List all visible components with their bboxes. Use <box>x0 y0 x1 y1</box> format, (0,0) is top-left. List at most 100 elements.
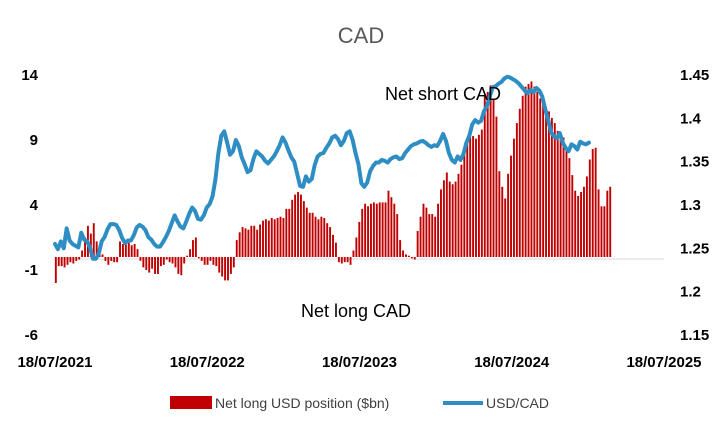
bar <box>186 255 189 257</box>
bar <box>565 146 568 257</box>
bar <box>469 137 472 257</box>
bar <box>352 250 355 257</box>
bar <box>124 242 127 257</box>
bar <box>556 130 559 257</box>
bar <box>133 244 136 257</box>
bar <box>273 219 276 257</box>
bar <box>326 223 329 257</box>
bar <box>568 158 571 257</box>
bar <box>375 203 378 257</box>
bar <box>171 257 174 264</box>
bar <box>60 257 63 267</box>
bar <box>340 257 343 264</box>
right-axis-ticks: 1.45 1.4 1.35 1.3 1.25 1.2 1.15 <box>680 67 709 344</box>
left-tick-label: 9 <box>30 132 38 149</box>
bar <box>498 171 501 257</box>
right-tick-label: 1.3 <box>680 197 701 214</box>
left-tick-label: -6 <box>25 327 38 344</box>
bar <box>387 190 390 257</box>
bar <box>54 257 57 283</box>
bar <box>69 257 72 263</box>
bar <box>437 203 440 257</box>
usdcad-line <box>53 74 591 261</box>
right-tick-label: 1.4 <box>680 110 702 127</box>
bar <box>434 216 437 257</box>
bar <box>355 237 358 257</box>
bar <box>72 257 75 264</box>
bar <box>241 227 244 257</box>
bar <box>256 229 259 257</box>
bar <box>533 86 536 257</box>
bar <box>104 257 107 261</box>
bar <box>489 85 492 258</box>
bar <box>495 116 498 257</box>
x-tick-label: 18/07/2023 <box>322 354 397 371</box>
bar <box>553 123 556 257</box>
bar <box>548 111 550 258</box>
bar <box>550 117 553 258</box>
bar <box>486 91 489 258</box>
bar <box>218 257 221 273</box>
bar <box>121 244 124 257</box>
bar <box>335 242 337 257</box>
bar <box>174 257 177 268</box>
bar <box>448 181 451 257</box>
bar <box>445 172 448 257</box>
bar <box>282 218 285 257</box>
bar <box>451 184 454 257</box>
bar <box>501 186 504 257</box>
bar <box>119 241 121 257</box>
bar <box>142 257 145 268</box>
bar <box>197 257 200 259</box>
bar <box>378 202 381 257</box>
bar <box>212 257 215 265</box>
bar <box>311 212 314 257</box>
x-tick-label: 18/07/2021 <box>17 354 92 371</box>
bar <box>364 203 367 257</box>
bar <box>235 240 238 257</box>
bar <box>422 203 425 257</box>
bar <box>305 207 308 257</box>
legend-swatch-bars <box>170 396 212 409</box>
bar <box>145 257 148 270</box>
bar <box>393 203 396 257</box>
bar <box>402 250 405 257</box>
legend-label-line: USD/CAD <box>486 395 549 411</box>
bar <box>384 202 387 257</box>
bar <box>571 175 574 257</box>
bar <box>168 257 171 263</box>
bar <box>81 250 84 257</box>
x-tick-label: 18/07/2024 <box>474 354 550 371</box>
bar <box>463 151 466 257</box>
bar <box>294 194 297 257</box>
bar <box>232 257 235 268</box>
bar <box>314 216 317 257</box>
bar <box>521 95 524 257</box>
bar <box>591 149 594 257</box>
bar <box>192 240 194 257</box>
bar <box>57 257 60 267</box>
bar <box>148 257 151 273</box>
bar <box>410 257 413 259</box>
bar <box>597 189 600 257</box>
right-tick-label: 1.35 <box>680 154 709 171</box>
bar <box>337 257 340 263</box>
bar <box>609 186 612 257</box>
bar <box>291 199 294 257</box>
bar <box>480 129 483 257</box>
bar <box>136 249 139 257</box>
bar <box>200 257 203 261</box>
bar <box>510 155 512 257</box>
right-tick-label: 1.2 <box>680 284 701 301</box>
bar <box>101 254 104 257</box>
bar <box>358 221 361 257</box>
bar <box>238 232 241 257</box>
bar <box>454 181 457 257</box>
bar <box>475 138 477 257</box>
bar <box>425 207 428 257</box>
bar <box>413 257 416 260</box>
bar <box>512 138 515 257</box>
left-axis-ticks: 14 9 4 -1 -6 <box>21 67 38 344</box>
